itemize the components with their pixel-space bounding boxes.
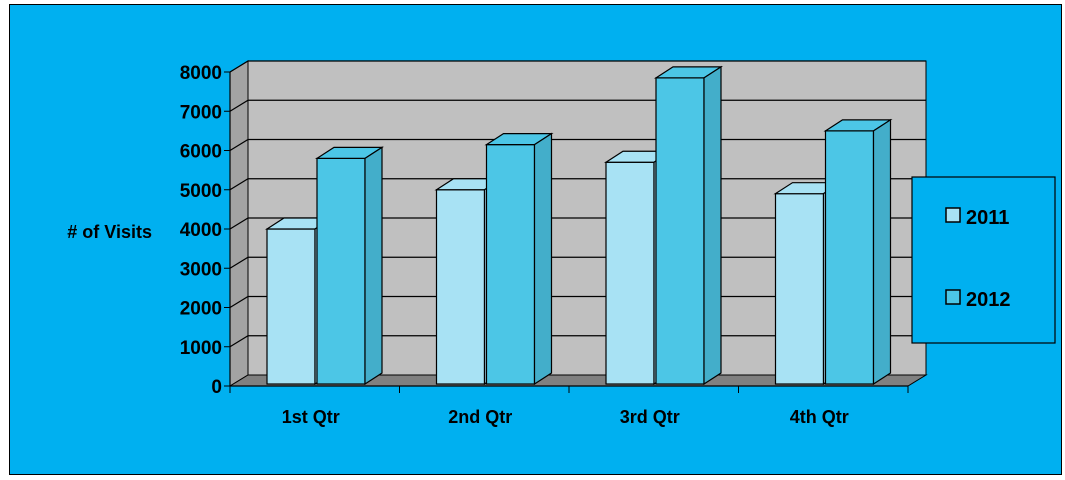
x-tick-label: 3rd Qtr: [620, 407, 680, 427]
legend-box: [911, 176, 1056, 344]
y-tick-label: 2000: [180, 299, 222, 320]
x-tick-label: 4th Qtr: [790, 407, 849, 427]
bar-side: [364, 146, 383, 386]
bar-side: [533, 132, 553, 386]
x-tick-label: 1st Qtr: [282, 407, 340, 427]
x-tick-label: 2nd Qtr: [448, 407, 512, 427]
bar-front: [605, 161, 655, 385]
bar-front: [824, 130, 875, 385]
bar: [314, 146, 385, 386]
gridline: [229, 60, 926, 73]
bar: [484, 132, 554, 386]
bar-front: [435, 189, 486, 385]
y-tick-label: 5000: [180, 181, 222, 202]
y-tick-label: 4000: [180, 220, 222, 241]
bar-front: [266, 228, 316, 385]
legend-label: 2012: [966, 289, 1011, 311]
y-tick-labels: 0 1000 2000 3000 4000 5000 6000 7000 8000: [180, 63, 222, 398]
y-tick-label: 7000: [180, 102, 222, 123]
bar-front: [774, 193, 825, 385]
bar-front: [316, 157, 366, 385]
axes: [224, 71, 909, 393]
x-tick-labels: 1st Qtr 2nd Qtr 3rd Qtr 4th Qtr: [282, 407, 849, 427]
y-tick-label: 8000: [180, 63, 222, 84]
y-tick-label: 1000: [180, 338, 222, 359]
bar: [823, 118, 893, 386]
y-axis-title: # of Visits: [67, 222, 152, 242]
bar-side: [872, 118, 892, 386]
y-tick-label: 0: [211, 377, 222, 398]
y-tick-label: 6000: [180, 142, 222, 163]
y-tick-label: 3000: [180, 259, 222, 280]
bar-side: [703, 65, 722, 386]
bars: [264, 65, 893, 386]
legend-label: 2011: [966, 207, 1009, 229]
bar-front: [485, 144, 536, 385]
legend: 2011 2012: [911, 176, 1056, 344]
legend-swatch: [945, 289, 961, 305]
bar: [653, 65, 724, 386]
legend-swatch: [945, 207, 961, 223]
bar-front: [655, 77, 705, 385]
